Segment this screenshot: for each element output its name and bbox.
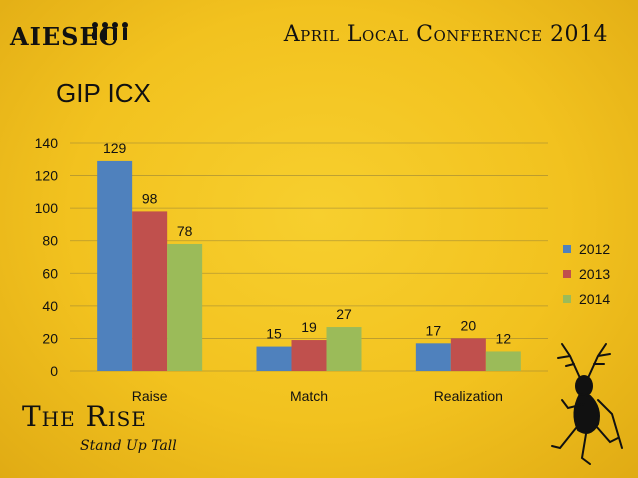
tagline: Stand Up Tall xyxy=(80,438,177,454)
bar xyxy=(167,243,203,371)
slide-title: GIP ICX xyxy=(56,78,151,108)
legend-label: 2013 xyxy=(579,265,611,282)
header-bar: AIESEC April Local Conference 2014 xyxy=(0,0,638,60)
y-tick-label: 80 xyxy=(42,233,58,249)
aiesec-logo: AIESEC xyxy=(10,22,119,51)
data-label: 98 xyxy=(142,190,158,206)
data-label: 19 xyxy=(301,319,317,335)
y-tick-label: 40 xyxy=(42,298,58,314)
x-category-label: Raise xyxy=(132,388,168,404)
data-label: 129 xyxy=(103,140,127,156)
legend-item-2013: 2013 xyxy=(563,261,610,286)
data-label: 15 xyxy=(266,326,282,342)
x-category-label: Match xyxy=(290,388,328,404)
legend-swatch xyxy=(563,269,571,278)
legend-label: 2014 xyxy=(579,290,611,307)
y-tick-label: 0 xyxy=(50,363,58,379)
bar xyxy=(326,327,362,371)
legend-item-2012: 2012 xyxy=(563,236,610,261)
people-figures-icon xyxy=(92,22,128,40)
data-label: 27 xyxy=(336,306,352,322)
data-label: 12 xyxy=(496,330,512,346)
y-tick-label: 60 xyxy=(42,265,58,281)
bar xyxy=(485,351,521,371)
bar xyxy=(415,343,451,371)
data-label: 20 xyxy=(461,317,477,333)
legend-label: 2012 xyxy=(579,240,611,257)
bar xyxy=(132,211,168,371)
y-tick-label: 20 xyxy=(42,330,58,346)
stag-icon xyxy=(551,343,623,465)
bar xyxy=(450,338,486,371)
y-tick-label: 100 xyxy=(35,200,59,216)
y-tick-label: 140 xyxy=(35,135,59,151)
x-category-label: Realization xyxy=(434,388,503,404)
bar xyxy=(256,346,292,371)
bar xyxy=(97,160,133,371)
data-label: 17 xyxy=(426,322,442,338)
the-rise-logo: The Rise xyxy=(22,400,147,433)
conference-title: April Local Conference 2014 xyxy=(283,22,608,47)
legend-swatch xyxy=(563,244,571,253)
legend-swatch xyxy=(563,294,571,303)
y-tick-label: 120 xyxy=(35,168,59,184)
data-label: 78 xyxy=(177,223,193,239)
bar xyxy=(291,340,327,371)
legend-item-2014: 2014 xyxy=(563,286,610,311)
chart-legend: 2012 2013 2014 xyxy=(563,236,610,311)
